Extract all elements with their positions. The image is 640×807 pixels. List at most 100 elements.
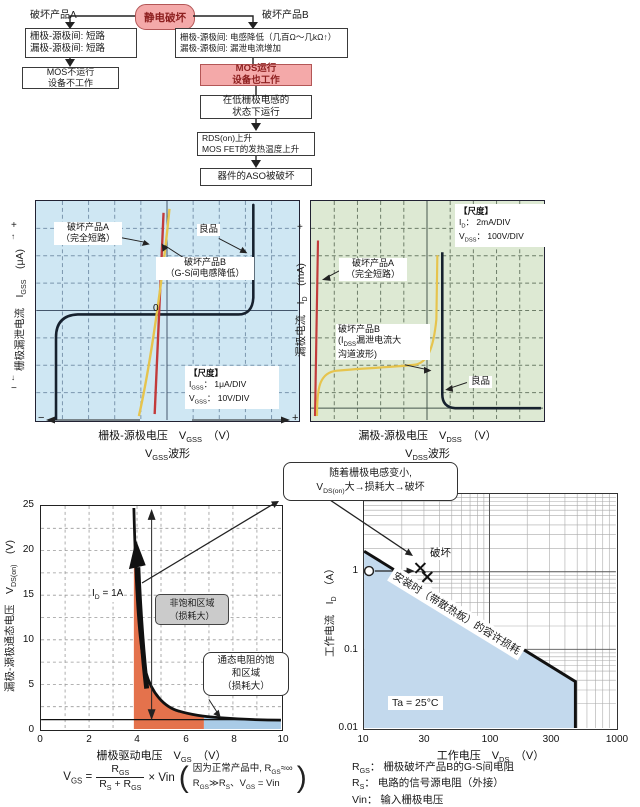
soa-ytick-01: 0.1 [344,644,358,655]
vds-ytick-0: 0 [28,724,34,735]
flow-box-b4-line1: RDS(on)上升 [202,133,253,144]
vds-ytick-5: 5 [28,679,34,690]
vds-xtick-0: 0 [37,734,43,745]
vds-sat-label: 通态电阻的饱 和区域 （损耗大） [203,652,289,697]
scope-left-scale: 【尺度】 IGSS： 1μA/DIV VGSS： 10V/DIV [185,366,279,410]
flow-box-b4-line2: MOS FET的发热温度上升 [202,144,300,154]
soa-chart-canvas [364,494,616,728]
flow-box-b1: 栅极-源极间: 电感降低（几百Ω～几kΩ↑） 漏极-源极间: 漏泄电流增加 [175,28,348,58]
scope-right-scale: 【尺度】 ID： 2mA/DIV VDSS： 100V/DIV [455,204,551,248]
formula-denominator: RS + RGS [96,777,145,792]
soa-ytick-001: 0.01 [338,722,358,733]
soa-xtick-10: 10 [357,734,369,745]
soa-chart-xlabel: 工作电压 VDS （V） [436,750,545,765]
vds-xtick-10: 10 [277,734,289,745]
scope-right-xlabel: 漏极-源极电压 VDSS （V） [358,430,497,445]
curve-good-right [441,252,541,410]
scope-right-label-b: 破坏产品B (IDSS漏泄电流大 沟道波形) [336,324,430,360]
def-rs-term: RS： [352,777,375,792]
formula-fraction: RGS RS + RGS [96,763,145,793]
soa-xtick-100: 100 [481,734,499,745]
rise-arrow [135,567,150,689]
scope-left-caption: VGSS波形 [144,448,191,463]
scale-vdss: VDSS： 100V/DIV [459,231,524,244]
def-rs-desc: 电路的信号源电阻（外接） [377,777,504,790]
scope-left-xdir-minus: − [38,412,45,424]
formula-numerator: RGS [111,763,130,778]
vds-chart-canvas [41,506,281,729]
paren-left: ( [178,761,189,795]
scope-left-label-a: 破坏产品A （完全短路） [54,222,122,245]
vds-chart-ylabel: 漏极-源极通态电压 VDS(on) (V) [4,539,19,693]
scope-left-canvas [36,201,298,420]
paren-right: ) [296,761,307,795]
scope-right-ylabel: 漏极电流 ID (mA) [295,263,310,357]
flow-box-b3: 在低栅极电感的 状态下运行 [200,95,312,119]
esd-root-label: 静电破坏 [144,11,186,24]
vds-ytick-10: 10 [22,634,34,645]
scale-title: 【尺度】 [459,206,494,216]
soa-ta-label: Ta = 25°C [388,696,443,710]
vds-xtick-6: 6 [183,734,189,745]
flow-box-b3-line1: 在低栅极电感的 [222,95,290,107]
formula-note: 因为正常产品中, RGS≈∞ RGS≫RS、VGS = Vin [193,763,293,792]
flow-box-b3-line2: 状态下运行 [232,107,280,118]
callout-line2: VDS(on)大→损耗大→破坏 [316,481,425,495]
vds-id-label: ID = 1A [92,588,124,603]
scope-left-label-b: 破坏产品B （G-S间电感降低） [156,257,254,280]
flow-box-a1-line2: 漏极-源极间: 短路 [30,43,105,54]
vds-ytick-15: 15 [22,589,34,600]
scope-left-xdir-plus: + [292,412,299,424]
curve-product-b-right [315,255,439,417]
flow-box-b1-line2: 漏极-源极间: 漏泄电流增加 [180,43,282,53]
formula-mul: × Vin [148,771,175,784]
vds-xtick-2: 2 [86,734,92,745]
scope-left-plus: + ↑ [11,220,17,241]
soa-xtick-30: 30 [418,734,430,745]
soa-chart-ylabel: 工作电流 ID （A） [324,563,339,657]
scale-vgss: VGSS： 10V/DIV [189,393,250,406]
curve-product-a-right [313,240,320,417]
esd-root-box: 静电破坏 [135,4,195,30]
def-rgs: RGS： 栅极破坏产品B的G-S间电阻 [352,760,514,776]
scope-right-canvas [311,201,543,420]
flow-box-b1-line1: 栅极-源极间: 电感降低（几百Ω～几kΩ↑） [180,32,337,43]
flow-box-b2-line2: 设备也工作 [232,75,280,86]
callout-box: 随着栅极电感变小, VDS(on)大→损耗大→破坏 [283,462,458,501]
operating-point [364,565,375,577]
flow-box-a2-line2: 设备不工作 [47,78,93,88]
def-rs: RS： 电路的信号源电阻（外接） [352,776,514,792]
scope-left-xlabel: 栅极-源极电压 VGSS （V） [98,430,237,445]
branch-b-label: 破坏产品B [262,10,309,21]
failure-x-marks [414,562,433,583]
soa-xtick-1000: 1000 [605,734,629,745]
scope-left-zero: 0 [153,303,159,314]
formula-note-line2: RGS≫RS、VGS = Vin [192,777,280,791]
gate-voltage-formula: VGS = RGS RS + RGS × Vin ( 因为正常产品中, RGS≈… [20,763,350,793]
formula-lhs: VGS = [63,770,93,785]
scope-left-label-good: 良品 [197,224,221,236]
flow-box-b2: MOS运行 设备也工作 [200,63,312,86]
flow-box-a2-line1: MOS不运行 [46,66,95,77]
flow-box-b4: RDS(on)上升 MOS FET的发热温度上升 [197,132,315,156]
def-rgs-term: RGS： [352,761,381,776]
def-vin-term: Vin： [352,793,378,806]
scope-right-label-a: 破坏产品A （完全短路） [339,258,407,281]
soa-chart-plot [363,493,618,730]
branch-a-label: 破坏产品A [30,10,77,21]
vds-ytick-25: 25 [22,499,34,510]
scope-right-caption: VDSS波形 [405,448,450,463]
scope-left-minus: ↓ − [11,373,17,394]
vds-chart-xlabel: 栅极驱动电压 VGS （V） [96,750,227,765]
region-nonsaturation [133,507,204,729]
flow-box-a1: 栅极-源极间: 短路 漏极-源极间: 短路 [25,28,137,58]
flow-box-a1-line1: 栅极-源极间: 短路 [30,31,105,43]
soa-break-label: 破坏 [430,547,451,561]
formula-note-line1: 因为正常产品中, RGS≈∞ [192,763,293,777]
scale-id: ID： 2mA/DIV [459,217,511,230]
scale-igss: IGSS： 1μA/DIV [189,379,247,392]
flow-box-b5: 器件的ASO被破坏 [200,168,312,186]
curve-product-b-left [137,208,171,417]
flow-box-b2-line1: MOS运行 [235,63,277,75]
scale-title: 【尺度】 [189,368,224,378]
